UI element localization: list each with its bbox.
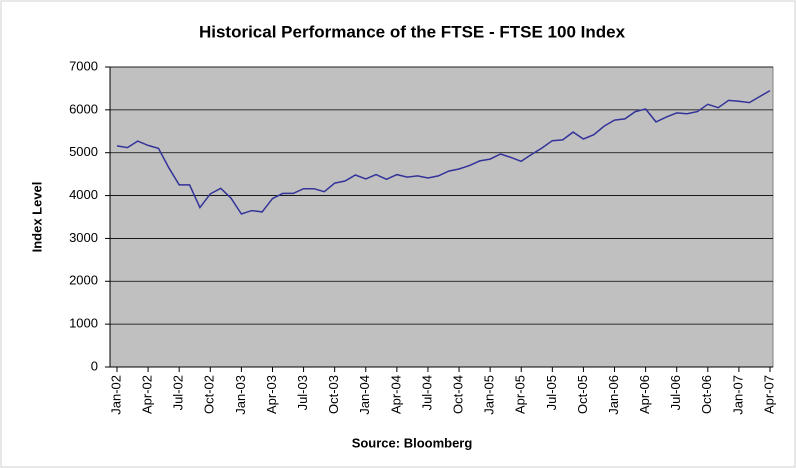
y-tick-label: 4000 (69, 187, 98, 202)
chart-title: Historical Performance of the FTSE - FTS… (199, 22, 626, 41)
y-tick-label: 7000 (69, 58, 98, 73)
x-tick-label: Jan-07 (730, 375, 745, 415)
x-tick-label: Jan-05 (482, 375, 497, 415)
x-tick-label: Jul-02 (171, 375, 186, 410)
x-tick-label: Oct-02 (202, 375, 217, 414)
plot-area (109, 66, 774, 368)
x-tick-label: Jan-03 (233, 375, 248, 415)
y-tick-label: 3000 (69, 230, 98, 245)
x-tick-label: Oct-04 (450, 375, 465, 414)
y-tick-label: 2000 (69, 273, 98, 288)
x-axis-label: Source: Bloomberg (352, 435, 473, 450)
x-tick-label: Jul-05 (544, 375, 559, 410)
data-line (116, 89, 771, 215)
x-tick-label: Oct-03 (326, 375, 341, 414)
x-tick-label: Jul-06 (668, 375, 683, 410)
x-tick-label: Apr-07 (761, 375, 776, 414)
x-tick-label: Apr-04 (388, 375, 403, 414)
x-tick-label: Apr-03 (264, 375, 279, 414)
x-tick-label: Jan-02 (108, 375, 123, 415)
x-tick-label: Apr-02 (140, 375, 155, 414)
y-tick-label: 5000 (69, 144, 98, 159)
x-tick-label: Jul-04 (419, 375, 434, 410)
x-tick-label: Apr-05 (513, 375, 528, 414)
y-tick-label: 1000 (69, 316, 98, 331)
x-tick-label: Oct-05 (575, 375, 590, 414)
x-tick-label: Jul-03 (295, 375, 310, 410)
x-tick-label: Apr-06 (637, 375, 652, 414)
x-tick-label: Oct-06 (699, 375, 714, 414)
y-tick-label: 0 (91, 358, 98, 373)
y-axis-label: Index Level (29, 182, 44, 253)
y-tick-label: 6000 (69, 101, 98, 116)
x-tick-label: Jan-06 (606, 375, 621, 415)
x-tick-label: Jan-04 (357, 375, 372, 415)
